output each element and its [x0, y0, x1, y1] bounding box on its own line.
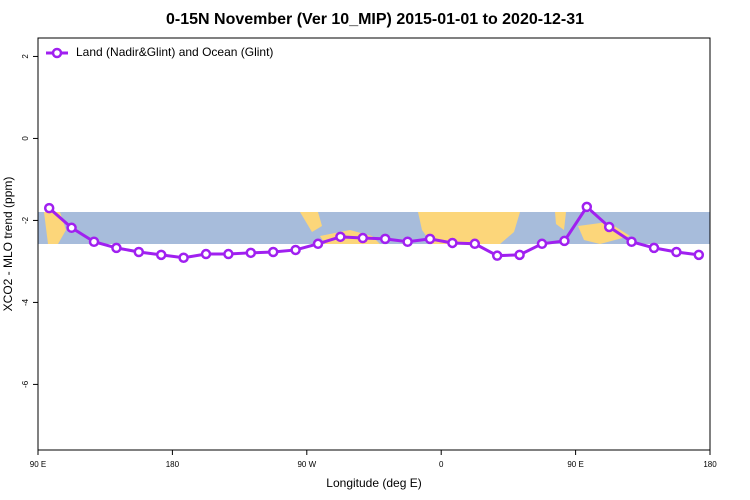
point	[111, 242, 122, 254]
point	[133, 246, 145, 258]
point	[312, 238, 324, 250]
y-axis-label: XCO2 - MLO trend (ppm)	[1, 177, 15, 312]
x-tick-label: 0	[439, 460, 444, 469]
chart-title: 0-15N November (Ver 10_MIP) 2015-01-01 t…	[166, 11, 584, 28]
point	[402, 236, 413, 247]
x-tick-label: 90 E	[30, 460, 46, 469]
point	[424, 233, 436, 245]
point	[603, 221, 615, 233]
point	[66, 222, 77, 234]
point	[491, 250, 503, 261]
x-tick-label: 180	[703, 460, 717, 469]
point	[469, 238, 481, 250]
point	[357, 232, 369, 244]
legend-label: Land (Nadir&Glint) and Ocean (Glint)	[76, 45, 273, 59]
x-axis-label: Longitude (deg E)	[326, 476, 421, 490]
point	[178, 252, 189, 263]
point	[693, 249, 705, 261]
y-tick-label: 0	[21, 136, 30, 141]
point	[581, 201, 593, 213]
point	[290, 244, 301, 256]
point	[267, 246, 279, 258]
point	[559, 235, 570, 247]
point	[200, 248, 212, 260]
y-tick-label: -2	[21, 216, 30, 224]
point	[671, 246, 682, 258]
point	[245, 247, 257, 259]
x-tick-label: 90 E	[567, 460, 583, 469]
legend-marker	[51, 47, 63, 59]
point	[335, 231, 346, 243]
point	[155, 249, 167, 261]
point	[626, 236, 637, 247]
point	[88, 236, 100, 247]
plot-frame	[37, 37, 711, 451]
point	[447, 237, 458, 249]
y-tick-label: -6	[21, 380, 30, 388]
point	[43, 202, 55, 214]
point	[648, 242, 660, 254]
point	[379, 233, 391, 245]
x-tick-label: 180	[166, 460, 180, 469]
point	[514, 249, 525, 261]
point	[536, 238, 548, 250]
y-tick-label: -4	[21, 298, 30, 306]
point	[223, 248, 234, 260]
x-tick-label: 90 W	[297, 460, 316, 469]
y-tick-label: 2	[21, 54, 30, 59]
